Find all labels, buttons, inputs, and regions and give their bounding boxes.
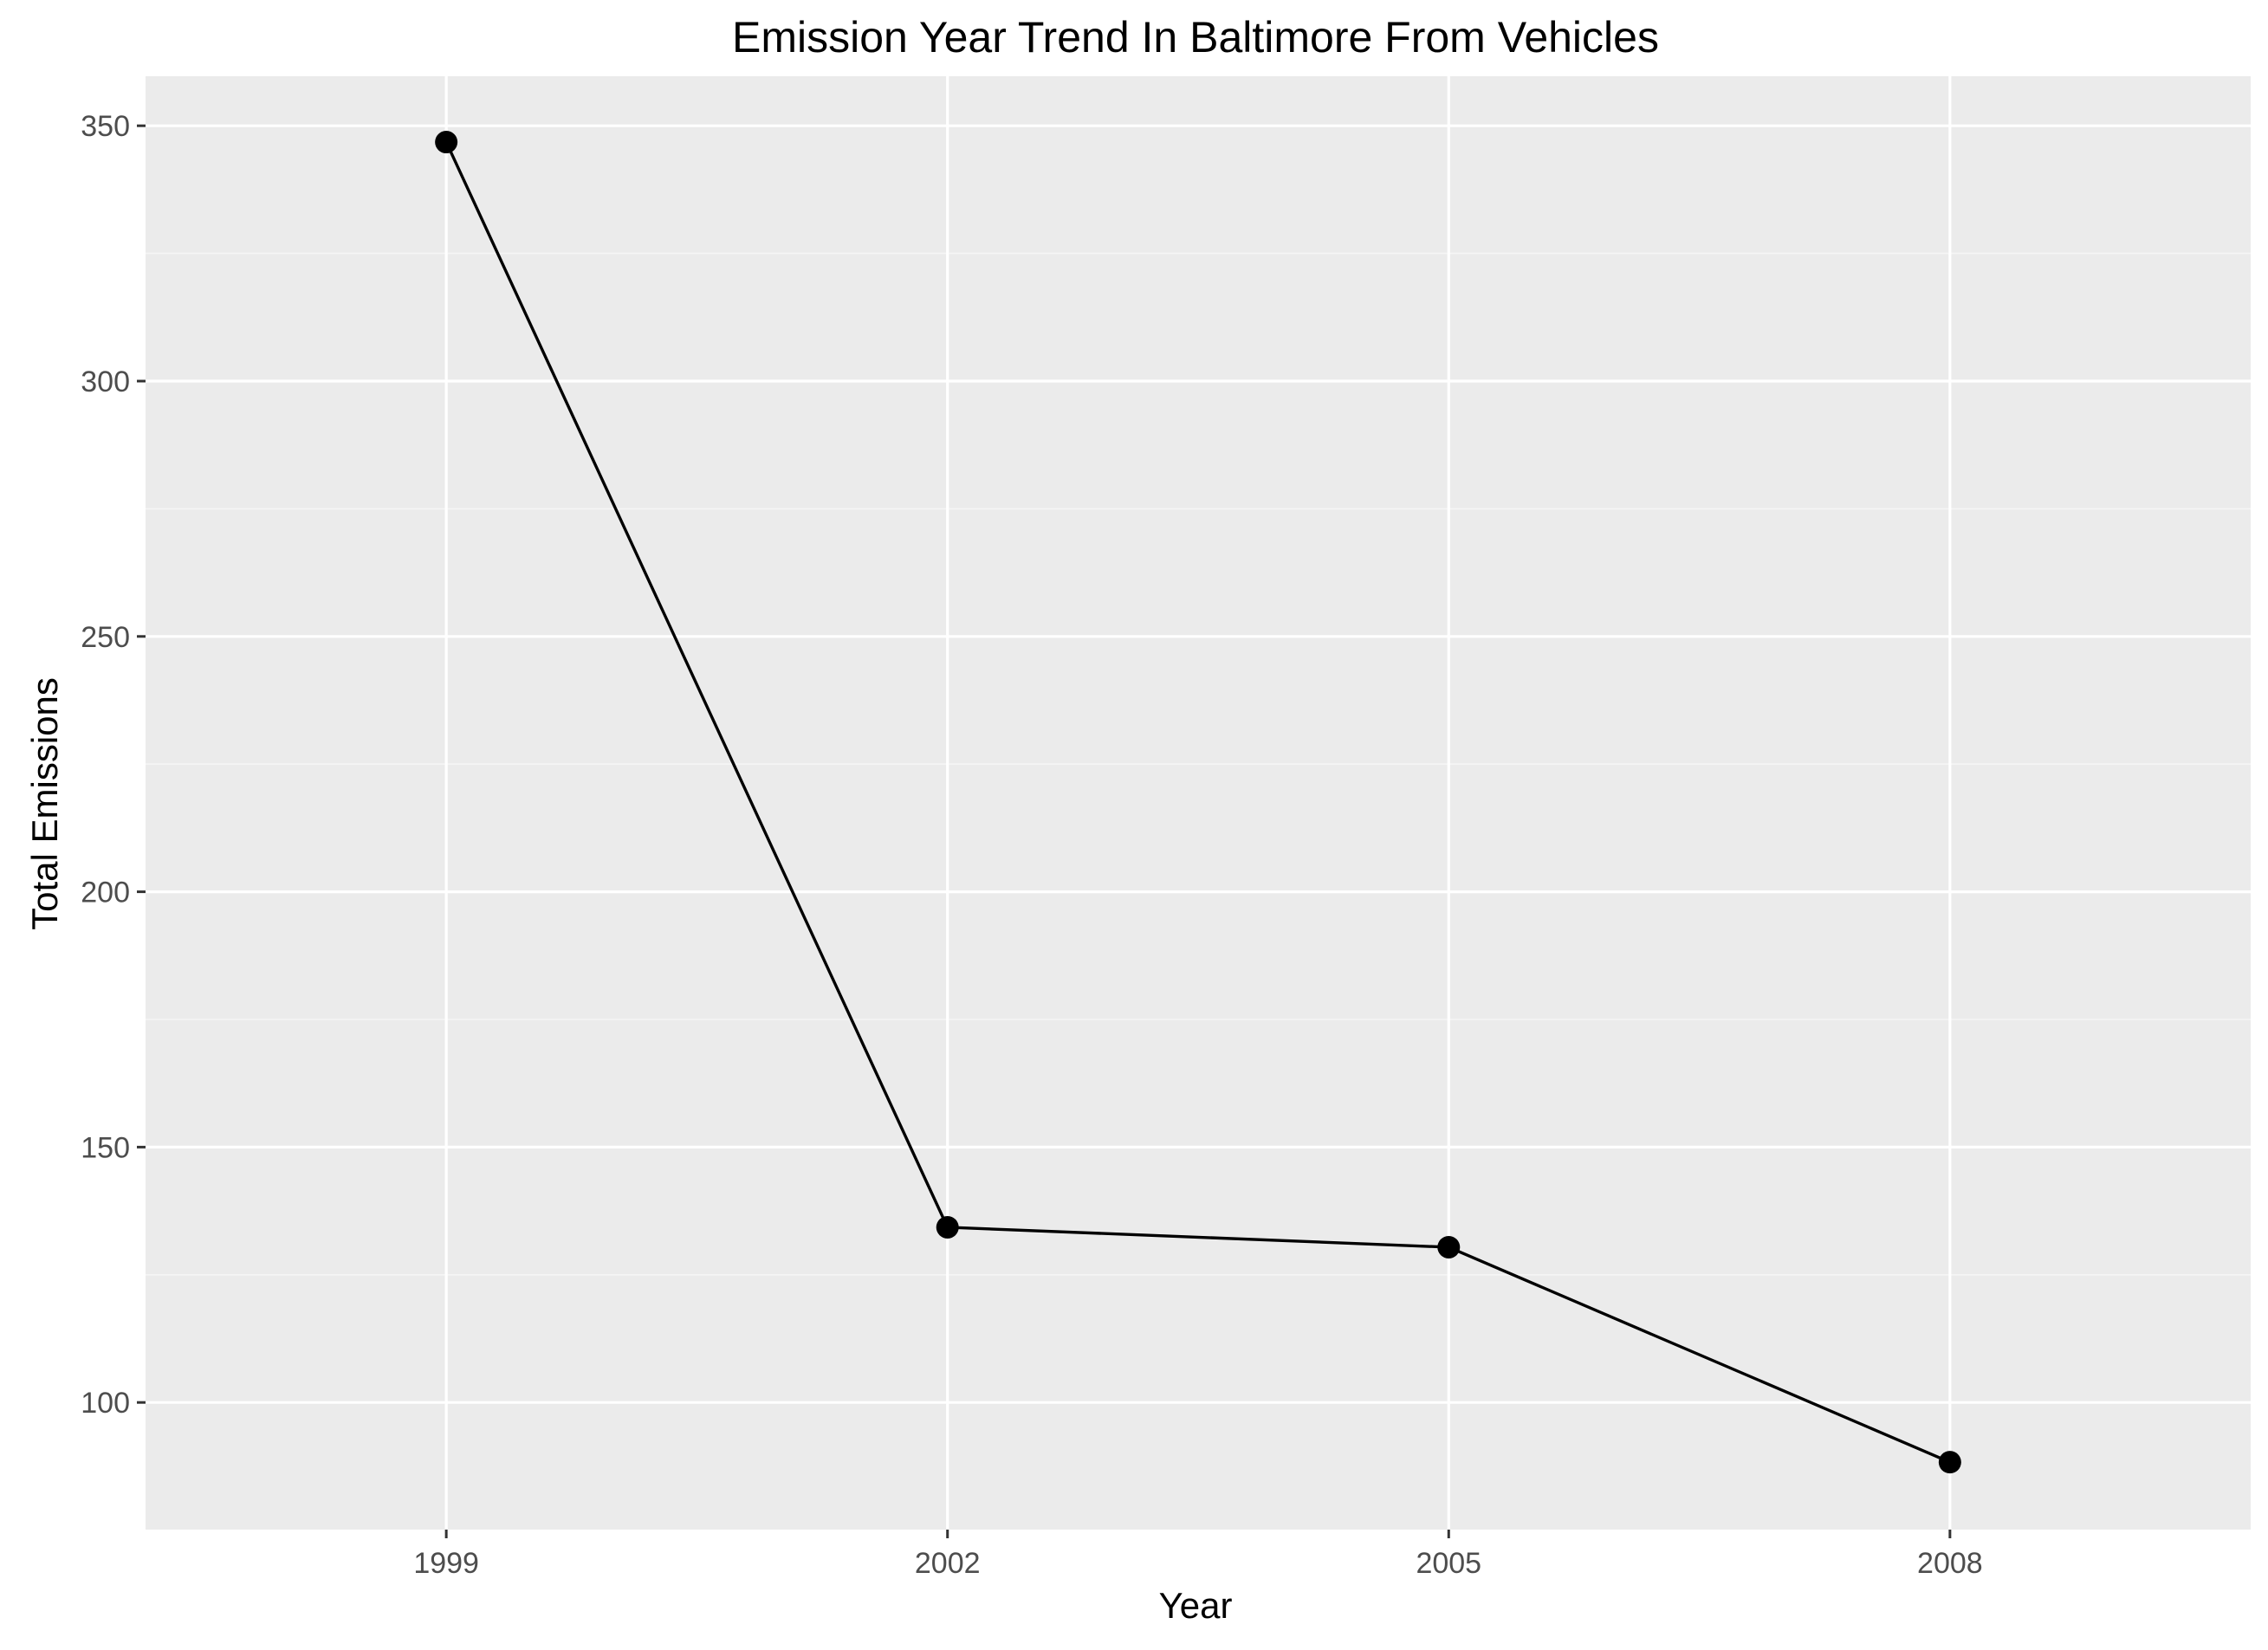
x-axis: 1999 2002 2005 2008 (413, 1530, 1983, 1580)
data-point (936, 1215, 959, 1239)
data-point (435, 131, 458, 154)
x-tick-label: 2008 (1917, 1547, 1983, 1580)
y-axis-title: Total Emissions (24, 677, 65, 930)
x-tick-label: 1999 (413, 1547, 479, 1580)
data-point (1938, 1451, 1961, 1474)
series-layer (444, 141, 1951, 1464)
chart-title: Emission Year Trend In Baltimore From Ve… (732, 13, 1659, 61)
x-tick-label: 2002 (915, 1547, 981, 1580)
y-axis: 100 150 200 250 300 350 (81, 110, 146, 1420)
y-tick-label: 350 (81, 110, 130, 143)
x-tick-label: 2005 (1416, 1547, 1481, 1580)
plot-panel (146, 76, 2251, 1530)
y-tick-label: 150 (81, 1131, 130, 1164)
points-layer (435, 131, 1961, 1474)
y-tick-label: 100 (81, 1387, 130, 1420)
data-point (1437, 1235, 1461, 1259)
minor-gridlines (146, 252, 2251, 1276)
y-tick-label: 200 (81, 877, 130, 909)
x-axis-title: Year (1159, 1585, 1233, 1626)
major-gridlines (146, 76, 2251, 1530)
series-line (444, 141, 1951, 1464)
y-tick-label: 250 (81, 621, 130, 654)
y-tick-label: 300 (81, 366, 130, 398)
